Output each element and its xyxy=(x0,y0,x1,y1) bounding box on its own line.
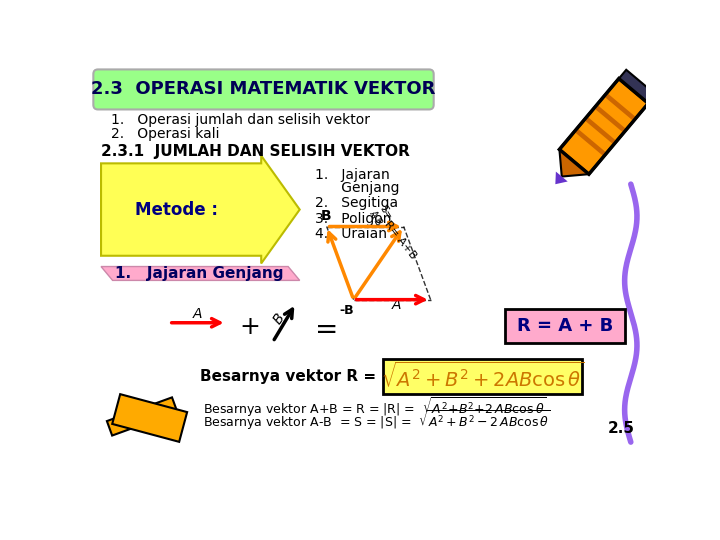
Text: 2.3  OPERASI MATEMATIK VEKTOR: 2.3 OPERASI MATEMATIK VEKTOR xyxy=(91,80,435,98)
Polygon shape xyxy=(112,394,187,442)
Text: Besarnya vektor A-B  = S = |S| =  $\sqrt{A^2 + B^2 - 2\,AB\cos\theta}$: Besarnya vektor A-B = S = |S| = $\sqrt{A… xyxy=(204,409,552,433)
Text: Besarnya vektor R = | R |  =: Besarnya vektor R = | R | = xyxy=(199,369,438,384)
Text: $\sqrt{A^2 + B^2 + 2AB\cos\theta}$: $\sqrt{A^2 + B^2 + 2AB\cos\theta}$ xyxy=(381,362,584,392)
Text: +: + xyxy=(239,315,260,339)
Polygon shape xyxy=(559,150,589,177)
Polygon shape xyxy=(559,79,648,174)
FancyBboxPatch shape xyxy=(383,359,582,394)
Text: 2.   Operasi kali: 2. Operasi kali xyxy=(111,127,220,141)
Text: 4.   Uraian: 4. Uraian xyxy=(315,227,387,241)
Polygon shape xyxy=(594,105,626,133)
Text: =: = xyxy=(315,316,338,345)
Polygon shape xyxy=(555,172,567,184)
Text: R= A+B: R= A+B xyxy=(382,219,418,261)
Text: A: A xyxy=(392,298,402,312)
Text: Besarnya vektor A+B = R = |R| =  $\sqrt{A^2\!+\! B^2\! +\! 2\,AB\cos\theta}$: Besarnya vektor A+B = R = |R| = $\sqrt{A… xyxy=(204,395,546,418)
Text: 2.5: 2.5 xyxy=(608,421,634,436)
Text: R = A + B: R = A + B xyxy=(517,317,613,335)
Text: S=
A-B: S= A-B xyxy=(367,204,395,228)
Polygon shape xyxy=(584,117,616,145)
Text: 2.3.1  JUMLAH DAN SELISIH VEKTOR: 2.3.1 JUMLAH DAN SELISIH VEKTOR xyxy=(101,144,410,159)
Text: 1.   Jajaran: 1. Jajaran xyxy=(315,168,390,182)
Text: Metode :: Metode : xyxy=(135,200,218,219)
Text: A: A xyxy=(192,307,202,321)
Polygon shape xyxy=(604,93,636,121)
Polygon shape xyxy=(107,397,177,436)
Text: 3.   Poligon: 3. Poligon xyxy=(315,212,392,226)
Text: 1.   Jajaran Genjang: 1. Jajaran Genjang xyxy=(115,266,284,281)
Text: B: B xyxy=(271,311,287,327)
Text: B: B xyxy=(320,210,331,224)
Text: -B: -B xyxy=(340,303,354,316)
FancyBboxPatch shape xyxy=(505,309,626,343)
Polygon shape xyxy=(618,70,656,103)
FancyBboxPatch shape xyxy=(94,70,433,110)
Polygon shape xyxy=(101,156,300,264)
Text: 2.   Segitiga: 2. Segitiga xyxy=(315,197,398,211)
Text: Genjang: Genjang xyxy=(315,181,400,195)
Polygon shape xyxy=(101,267,300,280)
Text: 1.   Operasi jumlah dan selisih vektor: 1. Operasi jumlah dan selisih vektor xyxy=(111,113,370,127)
Polygon shape xyxy=(575,128,607,157)
